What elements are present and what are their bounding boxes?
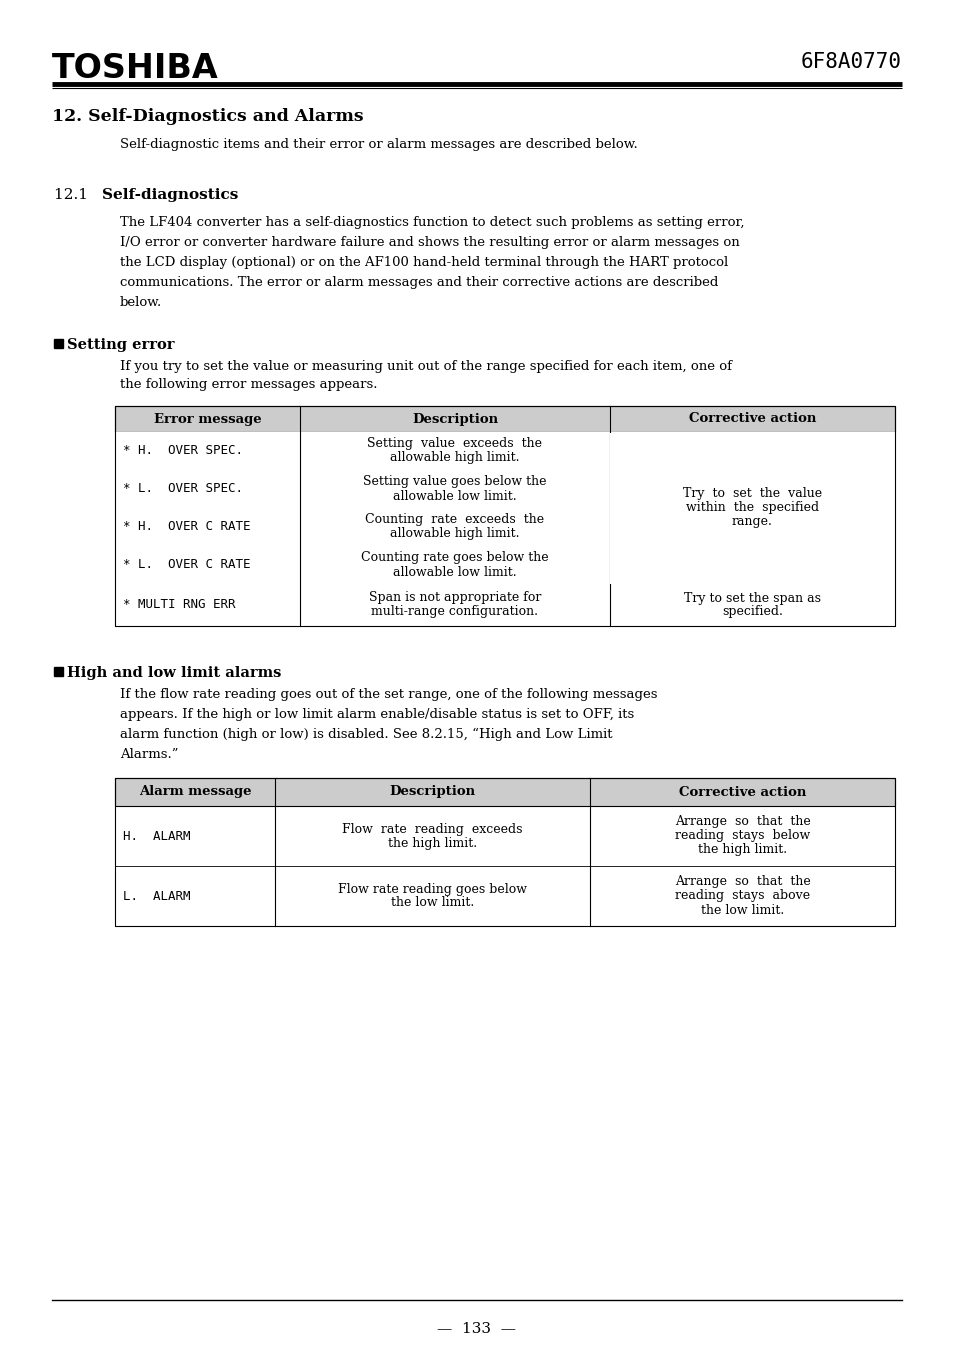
Text: allowable low limit.: allowable low limit.	[393, 566, 517, 578]
Text: Error message: Error message	[153, 412, 261, 426]
Text: alarm function (high or low) is disabled. See 8.2.15, “High and Low Limit: alarm function (high or low) is disabled…	[120, 728, 612, 742]
Bar	[115, 432, 299, 470]
Text: appears. If the high or low limit alarm enable/disable status is set to OFF, its: appears. If the high or low limit alarm …	[120, 708, 634, 721]
Text: If the flow rate reading goes out of the set range, one of the following message: If the flow rate reading goes out of the…	[120, 688, 657, 701]
Text: Setting error: Setting error	[67, 338, 174, 353]
Text: The LF404 converter has a self-diagnostics function to detect such problems as s: The LF404 converter has a self-diagnosti…	[120, 216, 743, 230]
Text: Arrange  so  that  the: Arrange so that the	[674, 816, 809, 828]
Text: the high limit.: the high limit.	[698, 843, 786, 857]
Text: the following error messages appears.: the following error messages appears.	[120, 378, 377, 390]
Text: Flow  rate  reading  exceeds: Flow rate reading exceeds	[342, 823, 522, 835]
Bar	[609, 432, 894, 584]
Text: allowable low limit.: allowable low limit.	[393, 489, 517, 503]
Bar	[115, 778, 894, 807]
Text: L.  ALARM: L. ALARM	[123, 889, 191, 902]
Bar	[115, 407, 894, 626]
Text: the high limit.: the high limit.	[388, 836, 476, 850]
Text: Flow rate reading goes below: Flow rate reading goes below	[337, 882, 526, 896]
Bar	[299, 508, 609, 546]
Text: Counting  rate  exceeds  the: Counting rate exceeds the	[365, 513, 544, 527]
Text: I/O error or converter hardware failure and shows the resulting error or alarm m: I/O error or converter hardware failure …	[120, 236, 739, 249]
Bar	[54, 339, 63, 349]
Text: communications. The error or alarm messages and their corrective actions are des: communications. The error or alarm messa…	[120, 276, 718, 289]
Text: Self-diagnostic items and their error or alarm messages are described below.: Self-diagnostic items and their error or…	[120, 138, 638, 151]
Text: specified.: specified.	[721, 605, 782, 617]
Bar	[115, 546, 299, 584]
Text: Counting rate goes below the: Counting rate goes below the	[361, 551, 548, 565]
Bar	[54, 667, 63, 676]
Text: multi-range configuration.: multi-range configuration.	[371, 605, 537, 619]
Text: allowable high limit.: allowable high limit.	[390, 451, 519, 465]
Text: the low limit.: the low limit.	[391, 897, 474, 909]
Text: Corrective action: Corrective action	[679, 785, 805, 798]
Text: Setting value goes below the: Setting value goes below the	[363, 476, 546, 489]
Bar	[115, 470, 299, 508]
Bar	[115, 584, 299, 626]
Text: within  the  specified: within the specified	[685, 501, 819, 515]
Text: * MULTI RNG ERR: * MULTI RNG ERR	[123, 598, 235, 612]
Text: below.: below.	[120, 296, 162, 309]
Bar	[115, 407, 894, 432]
Text: reading  stays  below: reading stays below	[674, 830, 809, 843]
Text: 6F8A0770: 6F8A0770	[801, 51, 901, 72]
Text: Try to set the span as: Try to set the span as	[683, 592, 821, 605]
Text: Alarm message: Alarm message	[138, 785, 251, 798]
Text: 12.1: 12.1	[54, 188, 92, 203]
Text: Arrange  so  that  the: Arrange so that the	[674, 875, 809, 889]
Bar	[610, 432, 894, 584]
Text: allowable high limit.: allowable high limit.	[390, 527, 519, 540]
Bar	[115, 508, 299, 546]
Text: reading  stays  above: reading stays above	[674, 889, 809, 902]
Text: Alarms.”: Alarms.”	[120, 748, 178, 761]
Text: * H.  OVER C RATE: * H. OVER C RATE	[123, 520, 251, 534]
Text: * H.  OVER SPEC.: * H. OVER SPEC.	[123, 444, 243, 458]
Text: Description: Description	[412, 412, 497, 426]
Text: TOSHIBA: TOSHIBA	[52, 51, 218, 85]
Bar	[609, 584, 894, 626]
Bar	[299, 584, 609, 626]
Text: Span is not appropriate for: Span is not appropriate for	[369, 592, 540, 604]
Text: Self-diagnostics: Self-diagnostics	[102, 188, 238, 203]
Text: the LCD display (optional) or on the AF100 hand-held terminal through the HART p: the LCD display (optional) or on the AF1…	[120, 255, 727, 269]
Bar	[299, 546, 609, 584]
Text: H.  ALARM: H. ALARM	[123, 830, 191, 843]
Text: Setting  value  exceeds  the: Setting value exceeds the	[367, 438, 542, 450]
Bar	[115, 778, 894, 925]
Text: Corrective action: Corrective action	[688, 412, 816, 426]
Bar	[299, 470, 609, 508]
Text: * L.  OVER SPEC.: * L. OVER SPEC.	[123, 482, 243, 496]
Text: High and low limit alarms: High and low limit alarms	[67, 666, 281, 680]
Text: range.: range.	[731, 516, 772, 528]
Text: If you try to set the value or measuring unit out of the range specified for eac: If you try to set the value or measuring…	[120, 359, 731, 373]
Text: —  133  —: — 133 —	[437, 1323, 516, 1336]
Text: 12. Self-Diagnostics and Alarms: 12. Self-Diagnostics and Alarms	[52, 108, 363, 126]
Text: the low limit.: the low limit.	[700, 904, 783, 916]
Text: Description: Description	[389, 785, 475, 798]
Bar	[299, 432, 609, 470]
Text: Try  to  set  the  value: Try to set the value	[682, 488, 821, 500]
Text: * L.  OVER C RATE: * L. OVER C RATE	[123, 558, 251, 571]
